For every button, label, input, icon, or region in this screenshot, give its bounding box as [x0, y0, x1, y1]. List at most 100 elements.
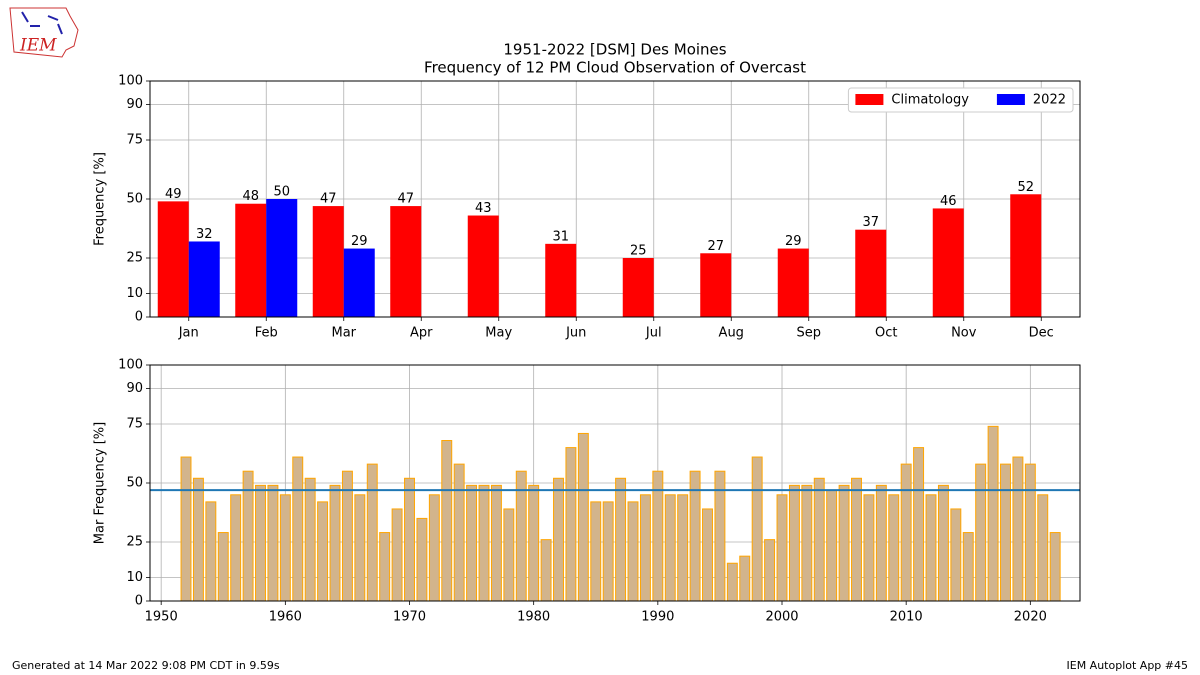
bar: [205, 501, 217, 602]
bar: [622, 258, 654, 317]
bar: [354, 494, 366, 602]
bar: [390, 206, 422, 317]
data-label: 52: [1017, 180, 1034, 195]
x-tick-label: Feb: [255, 326, 278, 341]
bar: [1000, 463, 1011, 602]
legend-label: Climatology: [891, 93, 969, 108]
bar: [467, 215, 499, 317]
bar: [528, 484, 540, 602]
bar: [379, 532, 391, 602]
y-tick-label: 90: [126, 381, 143, 396]
bar: [590, 501, 602, 602]
bar: [950, 508, 962, 602]
bar: [404, 477, 415, 602]
x-tick-label: 2010: [890, 610, 923, 625]
bar: [267, 484, 279, 602]
legend: Climatology 2022: [847, 87, 1074, 113]
bar: [677, 494, 689, 602]
bar: [764, 539, 776, 602]
bar: [192, 477, 204, 602]
bar: [962, 532, 974, 602]
x-tick-label: 1980: [517, 610, 550, 625]
x-tick-label: Apr: [410, 326, 433, 341]
bar: [366, 463, 378, 602]
bar: [217, 532, 229, 602]
bar: [726, 562, 738, 602]
x-tick-label: Jul: [645, 326, 662, 341]
data-label: 47: [320, 192, 337, 207]
x-tick-label: 2020: [1014, 610, 1047, 625]
x-tick-label: Jun: [565, 326, 586, 341]
y-tick-label: 25: [126, 251, 143, 266]
data-label: 47: [397, 192, 414, 207]
bar: [1024, 463, 1036, 602]
y-tick-label: 100: [118, 74, 143, 89]
x-tick-label: 2000: [765, 610, 798, 625]
bar: [1012, 456, 1024, 602]
bar: [615, 477, 627, 602]
bar: [180, 456, 192, 602]
data-label: 43: [475, 201, 492, 216]
bar: [627, 501, 639, 602]
legend-swatch: [996, 94, 1025, 105]
legend-swatch: [855, 94, 884, 105]
data-label: 25: [630, 244, 647, 259]
footer-right: IEM Autoplot App #45: [1067, 659, 1189, 672]
data-label: 29: [351, 234, 368, 249]
x-tick-label: 1950: [145, 610, 178, 625]
bar: [230, 494, 242, 602]
axes-frame: [149, 364, 1081, 602]
bar: [913, 447, 925, 602]
bar: [312, 206, 344, 317]
x-tick-label: 1990: [641, 610, 674, 625]
bar: [545, 243, 577, 317]
y-axis-label: Mar Frequency [%]: [93, 422, 108, 544]
bar: [292, 456, 304, 602]
bar: [639, 494, 651, 602]
bar: [391, 508, 403, 602]
bar: [1010, 194, 1042, 317]
chart-subtitle: Frequency of 12 PM Cloud Observation of …: [424, 59, 806, 77]
x-tick-label: Oct: [875, 326, 897, 341]
bar: [490, 484, 502, 602]
y-tick-label: 10: [126, 286, 143, 301]
logo-icons: [21, 11, 63, 35]
bar: [416, 517, 428, 602]
bar: [235, 203, 267, 317]
data-label: 48: [242, 189, 259, 204]
y-axis-label: Frequency [%]: [93, 152, 108, 246]
bar: [279, 494, 291, 602]
bar: [813, 477, 825, 602]
bar: [466, 484, 478, 602]
bar: [855, 229, 887, 317]
bar: [937, 484, 949, 602]
bar: [1037, 494, 1049, 602]
bar: [565, 447, 577, 602]
data-label: 29: [785, 234, 802, 249]
x-tick-label: 1960: [269, 610, 302, 625]
y-tick-label: 75: [126, 133, 143, 148]
x-tick-label: Nov: [951, 326, 977, 341]
data-label: 37: [862, 215, 879, 230]
x-tick-label: Dec: [1029, 326, 1054, 341]
bar: [503, 508, 515, 602]
y-tick-label: 50: [126, 192, 143, 207]
y-tick-label: 0: [135, 310, 143, 325]
bar: [925, 494, 937, 602]
bar: [255, 484, 266, 602]
data-label: 27: [707, 239, 724, 254]
y-tick-label: 90: [126, 97, 143, 112]
bar: [577, 432, 589, 602]
bar: [343, 248, 375, 317]
bar: [975, 463, 987, 602]
bar: [428, 494, 440, 602]
axes-frame: [149, 80, 1081, 318]
x-tick-label: Sep: [796, 326, 821, 341]
logo: IEM: [9, 7, 79, 58]
data-label: 32: [196, 227, 213, 242]
bar: [700, 253, 732, 317]
bar: [304, 477, 316, 602]
y-tick-label: 25: [126, 535, 143, 550]
bar: [838, 484, 850, 602]
